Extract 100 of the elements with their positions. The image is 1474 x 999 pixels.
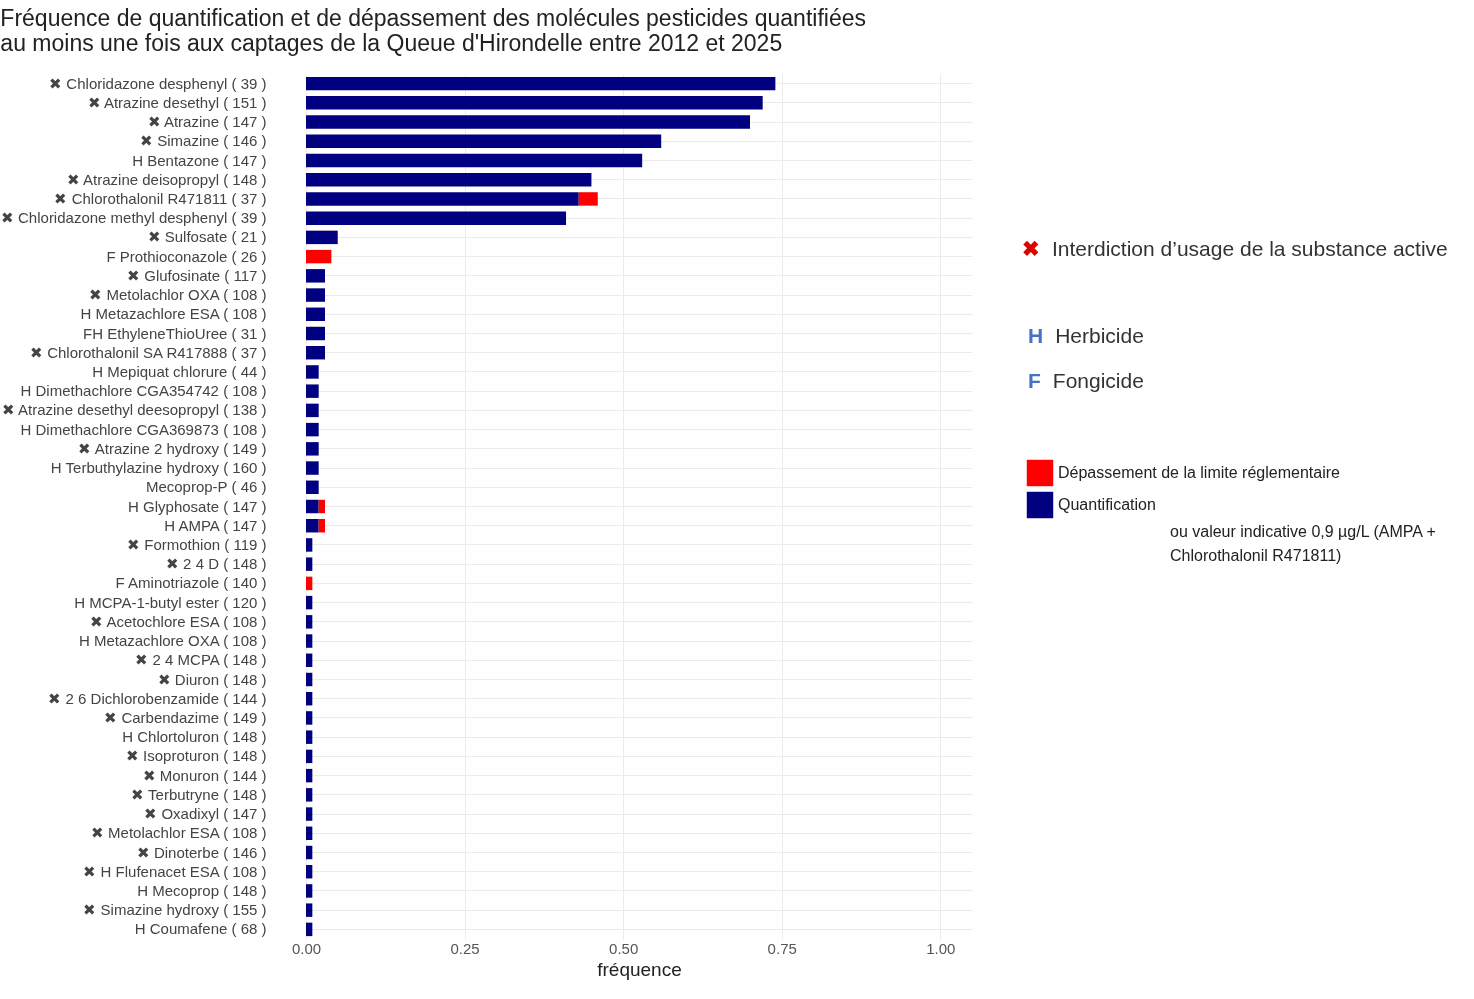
x-tick-label: 1.00 xyxy=(926,939,956,957)
legend-label: Quantification xyxy=(1058,496,1156,513)
text: ✖ Interdiction d’usage de la substance active xyxy=(1022,237,1448,261)
y-tick-label: ✖ 2 4 D ( 148 ) xyxy=(165,555,267,573)
y-tick-label: H MCPA-1-butyl ester ( 120 ) xyxy=(74,593,267,611)
y-tick-label: H Bentazone ( 147 ) xyxy=(132,151,267,169)
bar xyxy=(306,557,313,571)
chart-title: Fréquence de quantification et de dépassement des molécules pesticides quantifiées au moins une fois aux captages de la Queue d'Hirondelle entre 2012 et 2025 xyxy=(0,5,866,56)
bar xyxy=(306,461,319,475)
bar xyxy=(306,499,319,514)
bar xyxy=(306,192,579,206)
x-tick-label: 0.75 xyxy=(767,939,797,957)
bar xyxy=(306,538,313,552)
y-tick-label: ✖ Dinoterbe ( 146 ) xyxy=(136,843,267,861)
bar xyxy=(306,749,313,764)
y-tick-label: ✖ Chloridazone desphenyl ( 39 ) xyxy=(49,74,267,92)
bar xyxy=(306,672,313,687)
y-tick-label: ✖ Atrazine desethyl ( 151 ) xyxy=(87,93,267,111)
bar xyxy=(306,153,643,168)
y-tick-label: ✖ Carbendazime ( 149 ) xyxy=(104,708,267,726)
bar xyxy=(306,211,567,225)
bar xyxy=(306,615,313,629)
y-tick-label: H Chlortoluron ( 148 ) xyxy=(122,728,267,746)
bar xyxy=(306,845,313,860)
y-tick-label: ✖ Chlorothalonil SA R417888 ( 37 ) xyxy=(30,343,267,361)
y-tick-label: ✖ Simazine hydroxy ( 155 ) xyxy=(83,901,267,919)
y-tick-label: ✖ Atrazine desethyl deesopropyl ( 138 ) xyxy=(1,401,267,419)
text: F Fongicide xyxy=(1028,369,1144,393)
bar xyxy=(306,480,319,495)
bar xyxy=(306,595,313,610)
text: H Herbicide xyxy=(1028,324,1144,348)
bar xyxy=(306,903,313,917)
bar xyxy=(306,345,326,360)
bar xyxy=(306,442,319,456)
bar xyxy=(306,96,763,110)
bar xyxy=(318,499,326,514)
bar xyxy=(306,634,313,648)
y-tick-label: H Coumafene ( 68 ) xyxy=(134,920,267,938)
y-tick-label: H Terbuthylazine hydroxy ( 160 ) xyxy=(50,459,267,477)
bar xyxy=(306,384,319,398)
x-axis-title: fréquence xyxy=(597,958,682,980)
bar xyxy=(306,826,313,841)
y-tick-label: ✖ Acetochlore ESA ( 108 ) xyxy=(90,612,267,630)
y-tick-label: ✖ Metolachlor ESA ( 108 ) xyxy=(90,824,267,842)
y-tick-label: ✖ H Flufenacet ESA ( 108 ) xyxy=(83,862,267,880)
bar xyxy=(306,326,326,341)
y-tick-label: ✖ 2 4 MCPA ( 148 ) xyxy=(135,651,267,669)
bar xyxy=(306,730,313,744)
bar xyxy=(306,653,313,668)
y-tick-label: H Metazachlore ESA ( 108 ) xyxy=(80,305,267,323)
y-tick-label: FH EthyleneThioUree ( 31 ) xyxy=(83,324,267,342)
y-tick-label: ✖ Oxadixyl ( 147 ) xyxy=(144,805,267,823)
bar xyxy=(306,172,592,187)
bar xyxy=(306,134,662,149)
y-tick-label: ✖ Atrazine ( 147 ) xyxy=(147,113,267,131)
bar xyxy=(306,922,313,937)
y-tick-label: F Prothioconazole ( 26 ) xyxy=(106,247,267,265)
bar xyxy=(306,788,313,802)
bar xyxy=(306,365,319,379)
bar xyxy=(306,711,313,725)
bar xyxy=(306,269,326,283)
bar xyxy=(306,807,313,821)
bar xyxy=(306,422,319,437)
y-tick-label: ✖ Sulfosate ( 21 ) xyxy=(147,228,267,246)
bar xyxy=(306,403,319,418)
y-tick-label: ✖ Formothion ( 119 ) xyxy=(127,535,267,553)
y-tick-label: ✖ Chlorothalonil R471811 ( 37 ) xyxy=(54,189,267,207)
y-tick-label: ✖ Metolachlor OXA ( 108 ) xyxy=(89,286,267,304)
y-tick-label: H Glyphosate ( 147 ) xyxy=(128,497,267,515)
x-tick-label: 0.25 xyxy=(450,939,480,957)
bar xyxy=(306,864,313,879)
y-tick-label: F Aminotriazole ( 140 ) xyxy=(115,574,267,592)
y-tick-label: ✖ Atrazine 2 hydroxy ( 149 ) xyxy=(78,439,267,457)
bar xyxy=(318,518,326,533)
y-tick-label: H Dimethachlore CGA354742 ( 108 ) xyxy=(20,382,267,400)
bar xyxy=(306,691,313,706)
y-tick-label: H Metazachlore OXA ( 108 ) xyxy=(78,632,267,650)
y-tick-label: ✖ Isoproturon ( 148 ) xyxy=(125,747,267,765)
text: ou valeur indicative 0,9 µg/L (AMPA + Chlorothalonil R471811) xyxy=(1170,522,1437,566)
y-tick-label: ✖ Chloridazone methyl desphenyl ( 39 ) xyxy=(0,209,267,227)
bar xyxy=(306,249,332,264)
bar xyxy=(306,307,326,322)
y-tick-label: Mecoprop-P ( 46 ) xyxy=(145,478,267,496)
bar xyxy=(306,518,319,533)
bar xyxy=(306,115,750,129)
y-tick-label: H Mepiquat chlorure ( 44 ) xyxy=(92,362,267,380)
bar xyxy=(306,230,338,245)
y-tick-label: H AMPA ( 147 ) xyxy=(164,516,267,534)
y-tick-label: H Mecoprop ( 148 ) xyxy=(137,881,267,899)
bar xyxy=(306,288,326,302)
y-tick-label: ✖ Diuron ( 148 ) xyxy=(157,670,267,688)
y-tick-label: ✖ 2 6 Dichlorobenzamide ( 144 ) xyxy=(48,689,267,707)
bar xyxy=(306,884,313,898)
y-tick-label: ✖ Simazine ( 146 ) xyxy=(140,132,267,150)
bar xyxy=(306,76,776,91)
y-tick-label: ✖ Atrazine deisopropyl ( 148 ) xyxy=(66,170,267,188)
bar xyxy=(306,768,313,783)
y-tick-label: ✖ Monuron ( 144 ) xyxy=(142,766,267,784)
y-tick-label: ✖ Terbutryne ( 148 ) xyxy=(131,785,267,803)
y-tick-label: H Dimethachlore CGA369873 ( 108 ) xyxy=(20,420,267,438)
